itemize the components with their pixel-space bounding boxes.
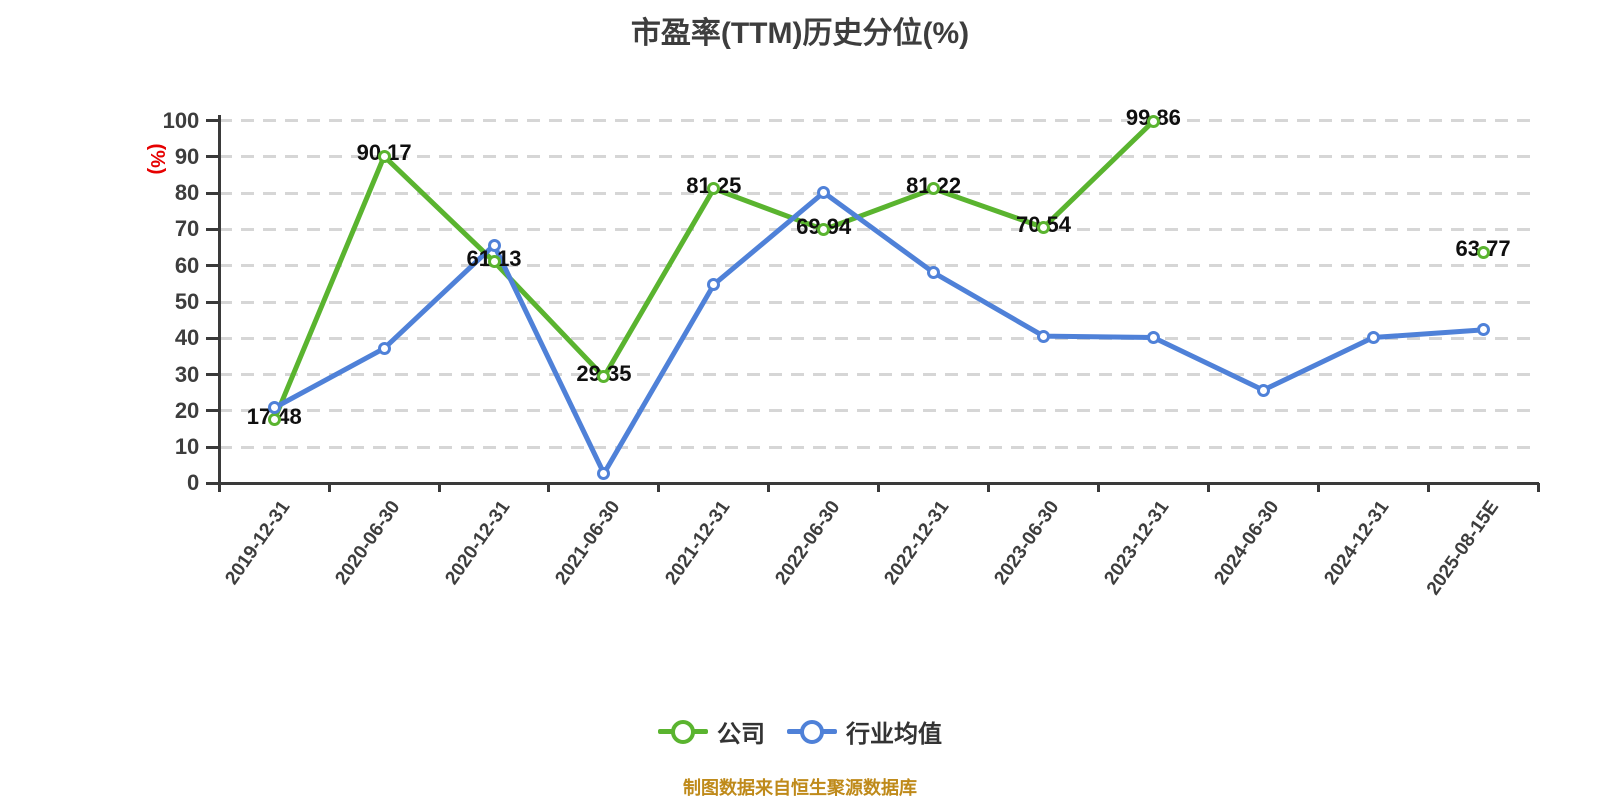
x-axis-tick-mark (877, 483, 881, 493)
y-axis-tick-mark (206, 373, 220, 377)
y-axis-tick-mark (206, 264, 220, 268)
y-axis-tick-mark (206, 445, 220, 449)
gridline (219, 119, 1538, 123)
x-axis-label: 2022-06-30 (770, 497, 844, 589)
x-axis-tick-mark (327, 483, 331, 493)
legend-item-industry[interactable]: 行业均值 (787, 714, 942, 749)
gridline (219, 155, 1538, 159)
x-axis-label: 2021-06-30 (551, 497, 625, 589)
x-axis-tick-mark (217, 483, 221, 493)
y-axis-line (217, 115, 221, 485)
company-point[interactable] (377, 149, 391, 163)
y-axis-label: 100 (162, 107, 200, 133)
legend-circle-icon (671, 719, 695, 744)
industry-point[interactable] (377, 341, 391, 355)
industry-point[interactable] (1036, 329, 1050, 343)
x-axis-label: 2024-12-31 (1320, 497, 1394, 589)
y-axis-label: 30 (174, 361, 200, 387)
x-axis-tick-mark (657, 483, 661, 493)
y-axis-label: 80 (174, 180, 200, 206)
company-legend-marker (658, 719, 708, 744)
industry-point[interactable] (927, 266, 941, 280)
industry-point[interactable] (487, 238, 501, 252)
x-axis-tick-mark (1206, 483, 1210, 493)
x-axis-tick-mark (767, 483, 771, 493)
company-point[interactable] (1036, 221, 1050, 235)
industry-line (271, 189, 1486, 477)
y-axis-label: 50 (174, 289, 200, 314)
x-axis-tick-mark (437, 483, 441, 493)
gridline (219, 300, 1538, 304)
x-axis-label: 2022-12-31 (880, 497, 954, 589)
industry-point[interactable] (597, 467, 611, 480)
y-axis-label: 70 (174, 216, 200, 242)
gridline (219, 191, 1538, 195)
x-axis-label: 2023-06-30 (990, 497, 1064, 589)
gridline (219, 373, 1538, 377)
industry-point[interactable] (1476, 323, 1490, 337)
legend-item-label: 公司 (717, 721, 765, 748)
industry-legend-marker (787, 719, 837, 744)
x-axis-label: 2024-06-30 (1210, 497, 1284, 589)
industry-point[interactable] (1146, 331, 1160, 345)
gridline (219, 445, 1538, 449)
legend-item-company[interactable]: 公司 (658, 714, 765, 749)
x-axis-label: 2021-12-31 (661, 497, 735, 589)
x-axis-tick-mark (1096, 483, 1100, 493)
gridline (219, 336, 1538, 340)
y-axis-tick-mark (206, 336, 220, 340)
company-point[interactable] (1146, 114, 1160, 128)
x-axis-label: 2023-12-31 (1100, 497, 1174, 589)
company-point[interactable] (1476, 245, 1490, 259)
y-axis-tick-mark (206, 227, 220, 231)
industry-point[interactable] (817, 185, 831, 199)
y-axis-label: 60 (174, 252, 200, 278)
x-axis-tick-mark (1536, 483, 1540, 493)
legend-item-label: 行业均值 (846, 721, 942, 748)
y-axis-label: 0 (187, 470, 200, 496)
y-axis-label: 40 (174, 325, 200, 351)
x-axis-tick-mark (1316, 483, 1320, 493)
y-axis-label: 10 (174, 434, 200, 460)
y-axis-tick-mark (206, 300, 220, 304)
x-axis-tick-mark (547, 483, 551, 493)
industry-point[interactable] (1256, 383, 1270, 397)
x-axis-tick-mark (987, 483, 991, 493)
chart-title: 市盈率(TTM)历史分位(%) (630, 17, 970, 50)
y-axis-tick-mark (206, 191, 220, 195)
legend: 公司 行业均值 (0, 714, 1600, 749)
y-axis-tick-mark (206, 481, 220, 485)
y-axis-tick-mark (206, 155, 220, 159)
company-point[interactable] (487, 255, 501, 269)
x-axis-label: 2025-08-15E (1423, 497, 1504, 600)
gridline (219, 264, 1538, 268)
y-axis-label: 20 (174, 397, 200, 423)
x-axis-tick-mark (1426, 483, 1430, 493)
data-source-note: 制图数据来自恒生聚源数据库 (683, 778, 917, 798)
x-axis-label: 2020-12-31 (441, 497, 515, 589)
y-axis-tick-mark (206, 119, 220, 123)
industry-point[interactable] (1366, 331, 1380, 345)
industry-point[interactable] (707, 278, 721, 292)
legend-circle-icon (800, 719, 824, 744)
y-axis-tick-mark (206, 409, 220, 413)
gridline (219, 227, 1538, 231)
y-axis-label: 90 (174, 143, 200, 169)
gridline (219, 409, 1538, 413)
x-axis-label: 2020-06-30 (331, 497, 405, 589)
x-axis-label: 2019-12-31 (221, 497, 295, 589)
